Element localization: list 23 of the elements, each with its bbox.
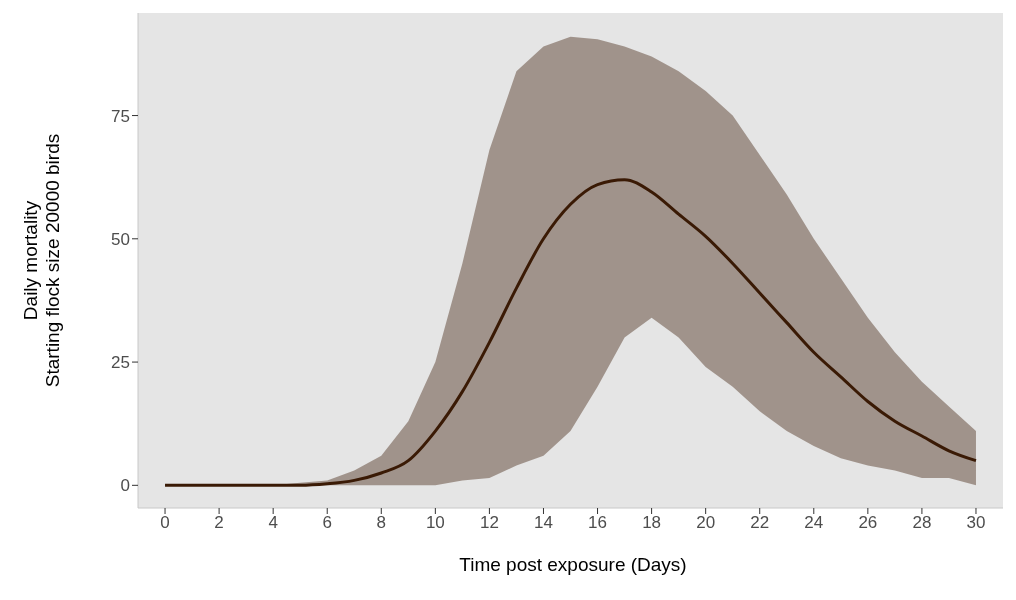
- x-tick-label: 28: [912, 513, 932, 533]
- x-axis-title: Time post exposure (Days): [458, 553, 688, 577]
- x-tick-label: 0: [160, 513, 170, 533]
- x-tick-label: 24: [804, 513, 824, 533]
- x-tick-label: 4: [268, 513, 278, 533]
- x-tick-label: 30: [966, 513, 986, 533]
- y-tick-label: 25: [111, 353, 130, 373]
- x-tick-label: 16: [588, 513, 607, 533]
- x-tick-label: 18: [642, 513, 662, 533]
- y-axis-title: Daily mortality Starting flock size 20000 birds: [20, 133, 63, 388]
- y-tick-label: 50: [111, 229, 130, 249]
- x-tick-label: 10: [425, 513, 445, 533]
- x-tick-label: 26: [858, 513, 878, 533]
- x-tick-label: 22: [750, 513, 770, 533]
- x-tick-label: 12: [479, 513, 499, 533]
- y-tick-label: 0: [120, 476, 130, 496]
- x-tick-label: 2: [214, 513, 224, 533]
- y-tick-label: 75: [111, 106, 130, 126]
- x-tick-label: 20: [696, 513, 716, 533]
- x-tick-label: 6: [322, 513, 332, 533]
- x-tick-label: 8: [376, 513, 387, 533]
- x-tick-label: 14: [534, 513, 553, 533]
- line-series: [163, 178, 978, 487]
